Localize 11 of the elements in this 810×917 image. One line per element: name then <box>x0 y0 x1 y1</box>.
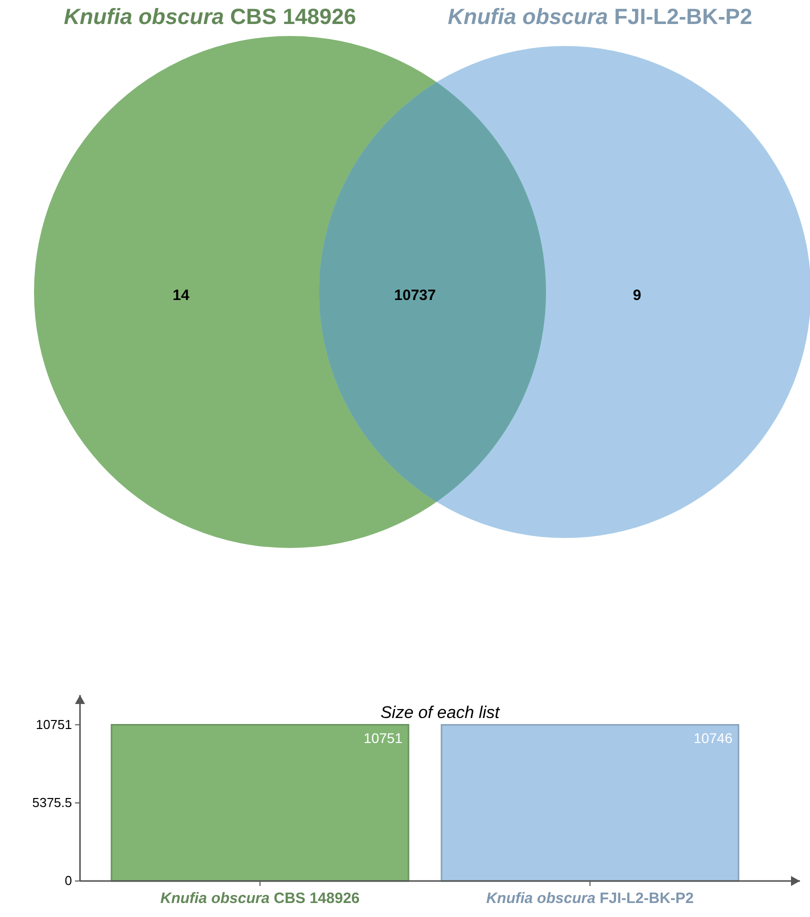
y-tick-label: 0 <box>64 873 72 888</box>
data-label: 9 <box>632 287 642 304</box>
y-tick-label: 5375.5 <box>32 794 72 810</box>
text: Knufia obscura CBS 148926 <box>64 4 356 29</box>
y-tick-label: 10751 <box>36 716 72 732</box>
data-label: 10751 <box>364 730 403 746</box>
data-label: 14 <box>172 287 190 304</box>
text: Size of each list <box>380 703 501 722</box>
text: Knufia obscura FJI-L2-BK-P2 <box>448 4 752 29</box>
data-label: 10737 <box>394 287 436 304</box>
data-label: 10746 <box>694 730 733 746</box>
